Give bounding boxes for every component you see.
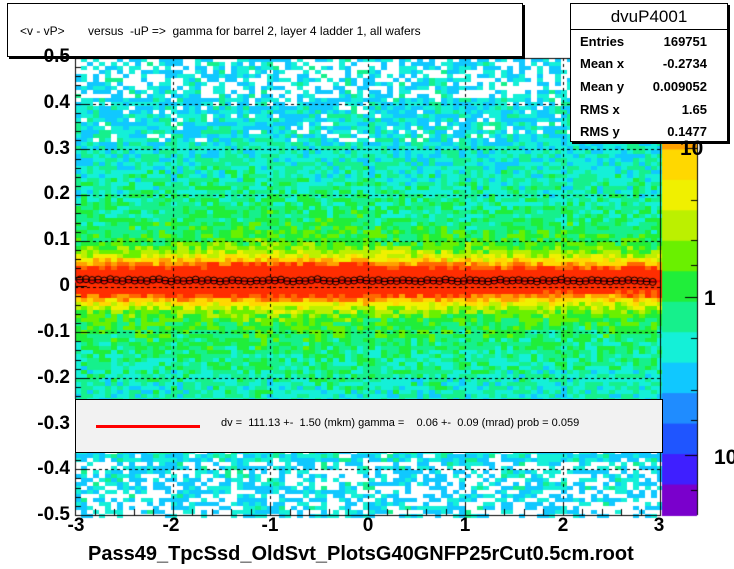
stat-label: Mean x — [580, 56, 625, 71]
x-tick-label: -2 — [162, 515, 180, 536]
stats-box: dvuP4001 Entries 169751 Mean x -0.2734 M… — [570, 3, 728, 142]
y-tick-label: 0 — [59, 275, 70, 296]
x-tick-label: -3 — [67, 515, 85, 536]
x-tick-label: 0 — [362, 515, 374, 536]
y-tick-label: 0.3 — [43, 138, 70, 159]
y-tick-label: -0.3 — [37, 413, 70, 434]
x-axis-label: Pass49_TpcSsd_OldSvt_PlotsG40GNFP25rCut0… — [88, 543, 634, 565]
stat-value: -0.2734 — [662, 56, 707, 71]
stat-label: Mean y — [580, 79, 625, 94]
z-tick-label: 10 — [714, 446, 734, 469]
x-tick-label: -1 — [261, 515, 279, 536]
stat-label: RMS x — [580, 102, 620, 117]
stat-value: 169751 — [663, 34, 707, 49]
y-tick-label: -0.5 — [37, 504, 70, 525]
x-tick-label: 1 — [459, 515, 471, 536]
stat-row-mean-x: Mean x -0.2734 — [571, 53, 727, 75]
stat-row-entries: Entries 169751 — [571, 31, 727, 53]
stat-value: 0.1477 — [667, 124, 707, 139]
stats-name: dvuP4001 — [571, 4, 727, 30]
z-tick-label: 10 — [680, 137, 704, 160]
fit-legend: dv = 111.13 +- 1.50 (mkm) gamma = 0.06 +… — [75, 399, 663, 453]
x-tick-label: 3 — [653, 515, 665, 536]
stat-row-rms-y: RMS y 0.1477 — [571, 121, 727, 143]
stat-row-rms-x: RMS x 1.65 — [571, 99, 727, 121]
legend-fit-line — [96, 425, 200, 428]
stat-row-mean-y: Mean y 0.009052 — [571, 76, 727, 98]
stat-label: RMS y — [580, 124, 620, 139]
legend-text: dv = 111.13 +- 1.50 (mkm) gamma = 0.06 +… — [221, 417, 580, 429]
y-tick-label: 0.5 — [43, 46, 70, 67]
y-tick-label: -0.2 — [37, 367, 70, 388]
y-tick-label: 0.1 — [43, 229, 70, 250]
y-tick-label: 0.2 — [43, 183, 70, 204]
stat-value: 0.009052 — [652, 79, 707, 94]
x-tick-label: 2 — [557, 515, 569, 536]
y-tick-label: -0.4 — [37, 458, 70, 479]
y-tick-label: -0.1 — [37, 321, 70, 342]
title-box: <v - vP> versus -uP => gamma for barrel … — [7, 3, 523, 57]
stat-label: Entries — [580, 34, 625, 49]
y-tick-label: 0.4 — [43, 92, 70, 113]
stat-value: 1.65 — [681, 102, 707, 117]
chart-title: <v - vP> versus -uP => gamma for barrel … — [20, 24, 421, 38]
z-tick-label: 1 — [704, 287, 716, 310]
